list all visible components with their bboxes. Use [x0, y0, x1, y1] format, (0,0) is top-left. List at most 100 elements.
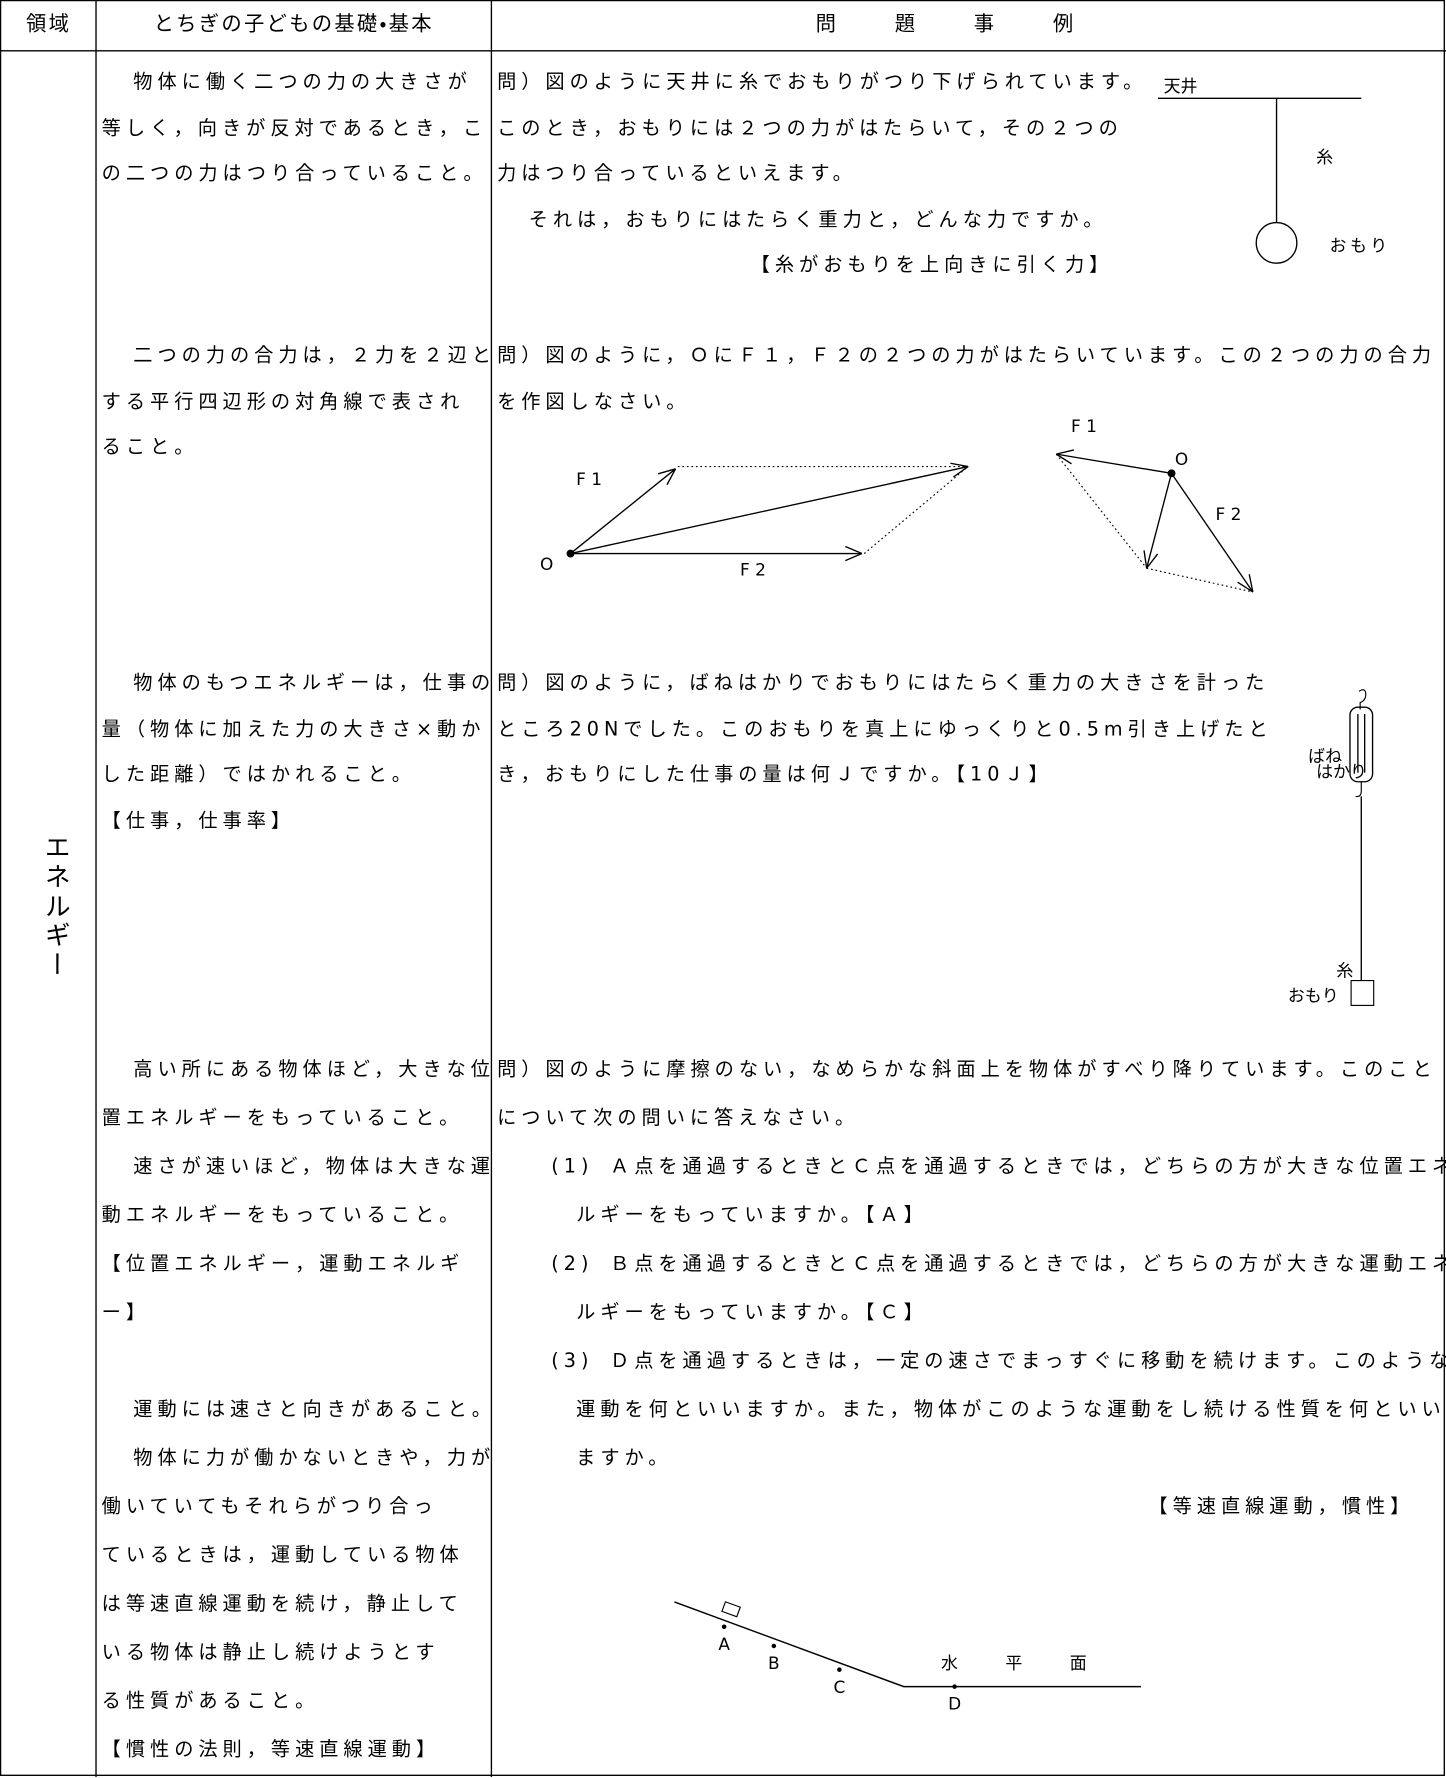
basics-line: 置エネルギーをもっていること。 — [101, 1107, 464, 1130]
basics-line: 【慣性の法則，等速直線運動】 — [101, 1738, 441, 1762]
weight-label: おもり — [1330, 235, 1391, 255]
point-label: D — [948, 1694, 961, 1714]
item-line: ルギーをもっていますか。【Ｃ】 — [576, 1301, 928, 1324]
point — [837, 1667, 842, 1672]
item-line: ルギーをもっていますか。【Ａ】 — [576, 1204, 928, 1227]
item-line: 運動を何といいますか。また，物体がこのような運動をし続ける性質を何といい — [576, 1398, 1446, 1422]
header-examples: 問題事例 — [815, 12, 1132, 37]
basics-line: の二つの力はつり合っていること。 — [101, 162, 488, 186]
basics-line: 働いていてもそれらがつり合っ — [101, 1495, 438, 1519]
block — [721, 1601, 741, 1618]
question-line: 問）図のように，ＯにＦ１，Ｆ２の２つの力がはたらいています。この２つの力の合力 — [497, 344, 1437, 368]
basics-line: 物体に力が働かないときや，力が — [133, 1447, 496, 1470]
basics-line: した距離）ではかれること。 — [101, 763, 416, 787]
item-number: (3) — [551, 1349, 594, 1373]
item-number: (2) — [551, 1252, 594, 1276]
point-label: A — [718, 1634, 730, 1654]
question-line: それは，おもりにはたらく重力と，どんな力ですか。 — [528, 208, 1108, 232]
point — [771, 1643, 777, 1649]
f2-label: F 2 — [740, 559, 766, 579]
basics-line: いる物体は静止し続けようとす — [101, 1641, 440, 1665]
item-line: Ｄ点を通過するときは，一定の速さでまっすぐに移動を続けます。このような — [610, 1349, 1446, 1373]
arrow-head — [1248, 574, 1254, 593]
hook — [1355, 781, 1362, 798]
point-label: B — [768, 1653, 780, 1673]
basics-line: 高い所にある物体ほど，大きな位 — [133, 1058, 495, 1082]
force-arrow — [1056, 453, 1172, 475]
spring-label: ばね — [1308, 746, 1342, 766]
dotted-line — [863, 466, 969, 554]
domain-label: エネルギー — [39, 833, 69, 981]
force-arrow — [1170, 472, 1254, 593]
force-arrow — [570, 465, 969, 555]
basics-line: する平行四辺形の対角線で表され — [101, 390, 465, 413]
answer: 【等速直線運動，慣性】 — [1148, 1495, 1415, 1519]
string-label: 糸 — [1336, 961, 1353, 981]
question-line: 問）図のように天井に糸でおもりがつり下げられています。 — [497, 71, 1148, 94]
item-line: ますか。 — [576, 1447, 673, 1470]
arrow-head — [666, 468, 677, 486]
arrow-head — [845, 545, 863, 555]
f2-label: F 2 — [1216, 504, 1242, 524]
answer: 【糸がおもりを上向きに引く力】 — [750, 254, 1114, 277]
force-arrow — [570, 468, 676, 555]
weight — [1350, 980, 1375, 1006]
arrow-head — [1146, 553, 1159, 569]
basics-line: 運動には速さと向きがあること。 — [133, 1398, 496, 1422]
item-line: Ａ点を通過するときとＣ点を通過するときでは，どちらの方が大きな位置エネ — [610, 1155, 1446, 1179]
question-line: 問）図のように，ばねはかりでおもりにはたらく重力の大きさを計った — [497, 672, 1270, 695]
question-line: このとき，おもりには２つの力がはたらいて，その２つの — [497, 116, 1123, 140]
origin-label: O — [1175, 449, 1188, 469]
question-line: を作図しなさい。 — [497, 390, 691, 413]
dotted-line — [1146, 567, 1253, 593]
point — [721, 1624, 727, 1630]
question-line: について次の問いに答えなさい。 — [497, 1107, 860, 1130]
basics-line: 【仕事，仕事率】 — [101, 809, 296, 833]
scale-label: はかり — [1316, 762, 1367, 782]
point — [952, 1684, 957, 1689]
basics-line: 等しく，向きが反対であるとき，こ — [101, 116, 488, 140]
ceiling-label: 天井 — [1164, 76, 1198, 96]
header-basics: とちぎの子どもの基礎・基本 — [153, 12, 434, 37]
arrow-head — [657, 468, 676, 475]
basics-line: 量（物体に加えた力の大きさ×動か — [101, 717, 486, 741]
basics-line: ること。 — [101, 436, 199, 459]
basics-line: は等速直線運動を続け，静止して — [101, 1592, 463, 1616]
incline — [674, 1601, 1141, 1688]
origin-label: O — [540, 554, 553, 574]
force-arrow — [1145, 473, 1173, 569]
arrow-head — [950, 462, 969, 468]
question-line: 問）図のように摩擦のない，なめらかな斜面上を物体がすべり降りています。このこと — [497, 1058, 1437, 1082]
arrow-head — [1143, 550, 1148, 569]
basics-line: 二つの力の合力は，２力を２辺と — [133, 344, 496, 368]
question-line: 力はつり合っているといえます。 — [497, 162, 857, 186]
header-domain: 領域 — [25, 12, 72, 37]
string-label: 糸 — [1316, 147, 1333, 167]
question-line: ところ20Nでした。このおもりを真上にゆっくりと0.5m引き上げたと — [497, 717, 1273, 741]
basics-line: 動エネルギーをもっていること。 — [101, 1204, 464, 1227]
point-label: C — [833, 1677, 845, 1697]
basics-line: 速さが速いほど，物体は大きな運 — [133, 1155, 495, 1179]
question-line: き，おもりにした仕事の量は何Ｊですか。【10Ｊ】 — [497, 763, 1053, 787]
arrow-head — [1056, 449, 1074, 455]
basics-line: る性質があること。 — [101, 1690, 320, 1713]
arrow-head — [845, 552, 863, 562]
basics-line: 【位置エネルギー，運動エネルギ — [101, 1252, 465, 1276]
basics-line: ー】 — [101, 1301, 151, 1324]
arrow-head — [1237, 581, 1254, 593]
weight-label: おもり — [1288, 985, 1339, 1005]
surface-label: 水平面 — [941, 1653, 1134, 1673]
basics-line: 物体に働く二つの力の大きさが — [133, 71, 472, 94]
weight — [1255, 221, 1298, 264]
f1-label: F 1 — [1071, 416, 1097, 436]
dotted-line — [1055, 453, 1148, 569]
hook — [1358, 689, 1367, 710]
basics-line: ているときは，運動している物体 — [101, 1544, 464, 1567]
item-number: (1) — [551, 1155, 594, 1179]
arrow-head — [1055, 453, 1072, 465]
f1-label: F 1 — [576, 469, 602, 489]
